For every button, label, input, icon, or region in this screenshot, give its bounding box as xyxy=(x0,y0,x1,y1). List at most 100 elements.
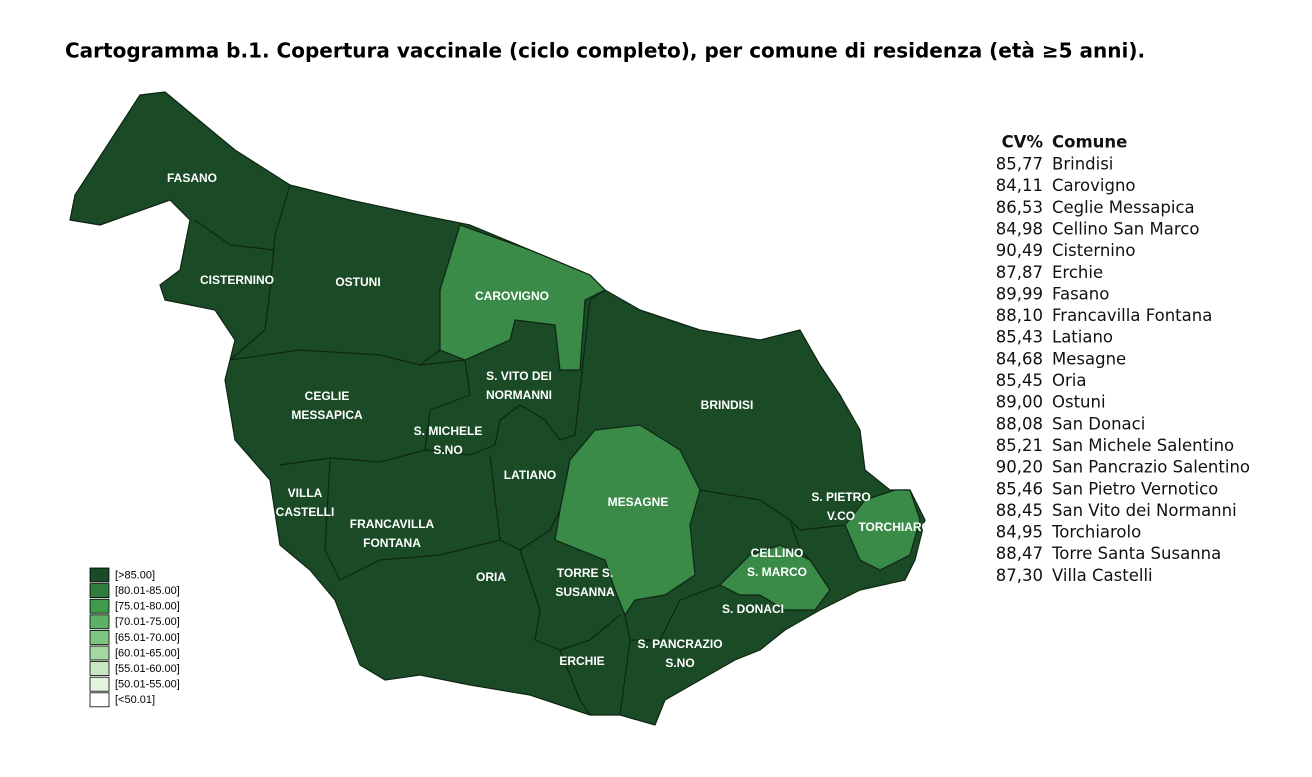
border xyxy=(619,639,631,716)
legend-label: [65.01-70.00] xyxy=(115,632,180,644)
table-cell: 84,95 xyxy=(996,523,1043,542)
table-cell: 87,30 xyxy=(996,566,1043,585)
map-label: S. MARCO xyxy=(747,565,807,579)
table-cell: Villa Castelli xyxy=(1052,566,1153,585)
legend-label: [55.01-60.00] xyxy=(115,663,180,675)
border xyxy=(279,289,606,466)
table-cell: Erchie xyxy=(1052,263,1103,282)
table-cell: Cellino San Marco xyxy=(1052,219,1199,238)
legend-swatch xyxy=(89,598,110,614)
table-cell: 88,10 xyxy=(996,306,1043,325)
legend-label: [>85.00] xyxy=(115,569,155,581)
map-label: FONTANA xyxy=(363,536,421,550)
table-cell: Cisternino xyxy=(1052,241,1135,260)
map-label: S. PIETRO xyxy=(811,490,870,504)
borders xyxy=(194,184,846,716)
map-label: TORRE S. xyxy=(557,566,613,580)
province-outline xyxy=(69,91,926,726)
map-label: VILLA xyxy=(288,486,323,500)
region-carovigno xyxy=(439,224,606,371)
legend-label: [70.01-75.00] xyxy=(115,616,180,628)
map-label: S. DONACI xyxy=(722,602,784,616)
table-cell: San Donaci xyxy=(1052,414,1145,433)
table-cell: 86,53 xyxy=(996,198,1043,217)
map-label: CELLINO xyxy=(751,546,804,560)
map-labels: FASANO CISTERNINO OSTUNI CAROVIGNO S. VITO D… xyxy=(167,171,948,670)
map-label: SUSANNA xyxy=(555,585,615,599)
table-cell: 85,46 xyxy=(996,479,1043,498)
table-cell: Francavilla Fontana xyxy=(1052,306,1212,325)
table-cell: 87,87 xyxy=(996,263,1043,282)
legend-swatch xyxy=(89,692,110,708)
table-cell: 90,20 xyxy=(996,458,1043,477)
map-label: OSTUNI xyxy=(335,275,380,289)
border xyxy=(419,359,471,451)
table-header: CV% xyxy=(1002,133,1044,152)
border xyxy=(324,459,501,581)
table-cell: 88,45 xyxy=(996,501,1043,520)
map xyxy=(69,91,926,726)
map-label: CISTERNINO xyxy=(200,273,274,287)
map-label: S.NO xyxy=(665,656,694,670)
table-cell: San Pancrazio Salentino xyxy=(1052,458,1250,477)
table-cell: Brindisi xyxy=(1052,155,1113,174)
border xyxy=(229,349,441,366)
table-cell: Latiano xyxy=(1052,328,1113,347)
table-cell: San Pietro Vernotico xyxy=(1052,479,1218,498)
map-label: NORMANNI xyxy=(486,388,552,402)
table-cell: 88,47 xyxy=(996,544,1043,563)
legend-swatch xyxy=(89,661,110,676)
table-cell: Fasano xyxy=(1052,284,1109,303)
map-label: LATIANO xyxy=(504,468,556,482)
table-cell: 89,99 xyxy=(996,284,1043,303)
map-label: BRINDISI xyxy=(701,398,754,412)
table-cell: 90,49 xyxy=(996,241,1043,260)
table-cell: 85,77 xyxy=(996,155,1043,174)
table-header: Comune xyxy=(1052,133,1127,152)
table-cell: Carovigno xyxy=(1052,176,1136,195)
table-cell: Ostuni xyxy=(1052,393,1106,412)
table-cell: San Michele Salentino xyxy=(1052,436,1234,455)
table-cell: 84,11 xyxy=(996,176,1043,195)
legend-swatch xyxy=(89,614,110,630)
border xyxy=(519,549,621,651)
legend-swatch xyxy=(89,630,110,645)
table-cell: Torchiarolo xyxy=(1051,523,1141,542)
legend-label: [60.01-65.00] xyxy=(115,647,180,659)
title: Cartogramma b.1. Copertura vaccinale (ci… xyxy=(65,39,1145,63)
map-label: MESSAPICA xyxy=(291,408,363,422)
border xyxy=(229,184,291,361)
border xyxy=(624,584,721,641)
legend-label: [75.01-80.00] xyxy=(115,601,180,613)
region-mesagne xyxy=(554,424,701,616)
map-label: MESAGNE xyxy=(608,495,669,509)
map-label: S. PANCRAZIO xyxy=(637,637,722,651)
border xyxy=(559,649,591,716)
table-cell: Oria xyxy=(1052,371,1086,390)
map-label: V.CO xyxy=(827,509,855,523)
table-cell: Torre Santa Susanna xyxy=(1051,544,1221,563)
table-cell: 85,45 xyxy=(996,371,1043,390)
table-cell: San Vito dei Normanni xyxy=(1052,501,1237,520)
table-cell: 85,21 xyxy=(996,436,1043,455)
legend-label: [50.01-55.00] xyxy=(115,679,180,691)
legend-swatch xyxy=(89,645,110,661)
legend-label: [<50.01] xyxy=(115,694,155,706)
table-cell: Ceglie Messapica xyxy=(1052,198,1195,217)
table-cell: 85,43 xyxy=(996,328,1043,347)
table-cell: Mesagne xyxy=(1052,349,1126,368)
map-label: FRANCAVILLA xyxy=(350,517,435,531)
map-label: CASTELLI xyxy=(276,505,335,519)
map-label: ORIA xyxy=(476,570,506,584)
region-cellino xyxy=(719,544,831,611)
table-cell: 84,98 xyxy=(996,219,1043,238)
coverage-table: CV% Comune 85,77 Brindisi 84,11 Carovigno 86,5… xyxy=(996,133,1250,585)
map-label: S. VITO DEI xyxy=(486,369,552,383)
map-label: ERCHIE xyxy=(559,654,604,668)
legend-label: [80.01-85.00] xyxy=(115,585,180,597)
legend: [>85.00] [80.01-85.00] [75.01-80.00] [70.01… xyxy=(89,567,180,708)
map-label: CEGLIE xyxy=(305,389,350,403)
table-cell: 88,08 xyxy=(996,414,1043,433)
